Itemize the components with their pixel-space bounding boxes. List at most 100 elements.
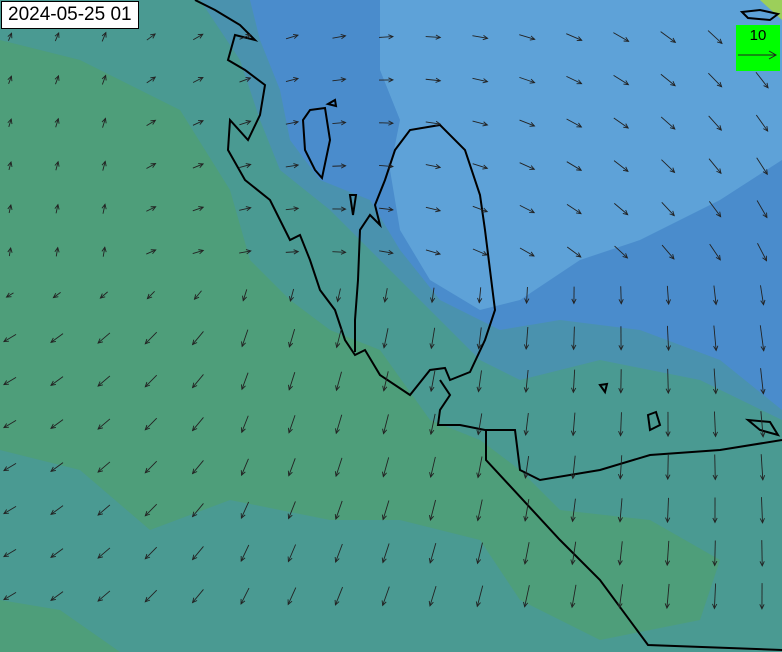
wind-arrow	[571, 369, 577, 394]
wind-arrow	[519, 34, 536, 41]
wind-arrow	[664, 583, 670, 610]
wind-arrow	[708, 201, 722, 218]
wind-arrow	[665, 285, 671, 306]
wind-arrow	[713, 325, 719, 352]
wind-arrow	[755, 114, 769, 132]
wind-arrow	[523, 456, 530, 479]
wind-arrow	[52, 292, 61, 299]
wind-arrow	[240, 458, 249, 477]
wind-arrow	[476, 327, 482, 350]
wind-arrow	[144, 460, 158, 474]
wind-arrow	[146, 119, 157, 127]
wind-arrow	[519, 76, 536, 84]
wind-arrow	[239, 77, 252, 83]
wind-arrow	[519, 247, 535, 257]
wind-arrow	[475, 585, 484, 608]
wind-arrow	[429, 413, 436, 436]
wind-arrow	[477, 287, 483, 304]
wind-arrow	[661, 244, 675, 260]
wind-arrow	[519, 162, 536, 170]
wind-arrow	[757, 243, 767, 262]
reference-arrow-icon	[738, 50, 778, 60]
wind-arrow	[287, 458, 296, 477]
wind-arrow	[288, 329, 296, 348]
wind-arrow	[241, 329, 249, 348]
wind-arrow	[614, 245, 629, 259]
wind-arrow	[566, 33, 583, 41]
wind-arrow	[334, 543, 343, 563]
wind-arrow	[288, 372, 296, 391]
wind-arrow	[566, 75, 583, 85]
wind-arrow	[523, 412, 529, 436]
wind-arrow	[708, 72, 723, 88]
wind-arrow	[146, 76, 157, 84]
wind-arrow	[379, 206, 394, 212]
wind-arrow	[707, 30, 723, 45]
wind-arrow	[54, 31, 60, 42]
wind-arrow	[379, 34, 394, 40]
wind-arrow	[713, 285, 719, 306]
wind-arrow	[660, 31, 677, 44]
wind-arrow	[97, 418, 111, 430]
wind-arrow	[429, 327, 436, 350]
wind-arrow	[54, 203, 60, 214]
reference-value-label: 10	[749, 27, 767, 44]
wind-arrow	[335, 328, 342, 349]
wind-arrow	[381, 586, 390, 607]
wind-arrow	[524, 286, 530, 305]
wind-arrow	[287, 544, 297, 563]
wind-arrow	[285, 120, 300, 126]
wind-arrow	[613, 74, 630, 86]
wind-arrow	[5, 292, 14, 298]
wind-arrow	[617, 498, 623, 523]
wind-arrow	[617, 541, 623, 566]
wind-arrow	[7, 32, 13, 41]
wind-arrow	[191, 417, 204, 432]
wind-arrow	[661, 159, 676, 174]
wind-arrow	[335, 288, 342, 303]
wind-arrows	[3, 29, 770, 610]
wind-arrow	[97, 547, 111, 559]
wind-arrow	[239, 120, 252, 126]
wind-arrow	[618, 412, 624, 437]
wind-arrow	[101, 203, 107, 214]
wind-arrow	[665, 411, 671, 438]
wind-arrow	[193, 290, 202, 301]
wind-arrow	[381, 457, 390, 478]
wind-arrow	[287, 501, 296, 520]
wind-arrow	[3, 376, 17, 386]
wind-arrow	[613, 160, 629, 172]
wind-arrow	[285, 206, 300, 212]
wind-arrow	[144, 331, 158, 345]
wind-arrow	[239, 249, 252, 255]
wind-arrow	[382, 328, 389, 349]
wind-arrow	[665, 325, 671, 352]
wind-arrow	[334, 586, 344, 606]
wind-arrow	[146, 163, 157, 169]
wind-arrow	[429, 370, 436, 393]
wind-arrow	[425, 34, 442, 40]
wind-arrow	[332, 163, 347, 169]
wind-arrow	[379, 120, 394, 126]
wind-arrow	[476, 499, 483, 522]
wind-arrow	[3, 548, 17, 558]
wind-arrow	[144, 503, 158, 517]
wind-arrow	[54, 160, 60, 171]
wind-arrow	[240, 415, 249, 434]
wind-arrow	[523, 499, 530, 522]
wind-arrow	[50, 419, 64, 429]
wind-arrow	[712, 497, 718, 524]
low-wind-region	[0, 40, 720, 640]
wind-arrow	[523, 585, 530, 608]
wind-arrow	[382, 371, 389, 392]
wind-arrow	[570, 541, 577, 566]
wind-arrow	[476, 370, 482, 393]
wind-arrow	[617, 455, 624, 480]
wind-arrow	[425, 77, 442, 83]
wind-arrow	[285, 163, 300, 169]
wind-arrow	[101, 246, 107, 257]
wind-arrow	[566, 246, 582, 258]
wind-arrow	[239, 163, 252, 169]
wind-arrow	[428, 542, 437, 564]
